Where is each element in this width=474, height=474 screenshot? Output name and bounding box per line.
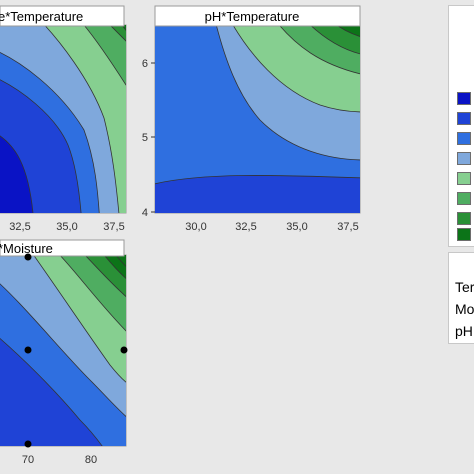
region-a-3	[0, 135, 34, 213]
panel-b-ytick: 6	[142, 58, 148, 70]
panel-c-xtick: 70	[22, 454, 34, 466]
hold-item-temperature: Ter	[455, 279, 474, 295]
panel-c-points	[24, 253, 128, 448]
panel-b-title: pH*Temperature	[205, 9, 300, 24]
panel-ph-temperature: pH*Temperature 6 5 4 30,0 32,5 35,0 37,5	[142, 5, 361, 233]
legend-swatch	[457, 192, 471, 205]
region-b-5	[336, 25, 360, 37]
region-a-6	[109, 25, 126, 42]
panel-b-ytick: 5	[142, 132, 148, 144]
legend-swatch	[457, 112, 471, 125]
contour-regions-b	[155, 25, 360, 213]
legend-swatch	[457, 212, 471, 225]
legend-swatch	[457, 152, 471, 165]
design-point	[24, 253, 32, 261]
legend-swatch	[457, 228, 471, 241]
design-point	[24, 346, 32, 354]
region-c-7	[115, 255, 126, 267]
panel-a-title: e*Temperature	[0, 9, 83, 24]
legend-swatch	[457, 92, 471, 105]
panel-c-xticks: 70 80	[22, 454, 97, 466]
hold-item-ph: pH	[455, 323, 473, 339]
contour-legend	[448, 5, 474, 247]
hold-values-title-fragment	[455, 259, 474, 269]
panel-c-xtick: 80	[85, 454, 97, 466]
legend-swatch	[457, 172, 471, 185]
panel-a-xtick: 37,5	[103, 221, 124, 233]
region-b-6	[155, 175, 360, 213]
design-point	[120, 346, 128, 354]
panel-ph-moisture: *Moisture 70 80	[0, 239, 128, 466]
panel-b-xtick: 32,5	[235, 221, 256, 233]
panel-b-xtick: 35,0	[286, 221, 307, 233]
region-a-4	[43, 25, 126, 213]
panel-b-xtick: 30,0	[185, 221, 206, 233]
design-point	[24, 440, 32, 448]
panel-c-title: *Moisture	[0, 241, 53, 256]
panel-a-xticks: 32,5 35,0 37,5	[9, 221, 124, 233]
panel-b-xtick: 37,5	[337, 221, 358, 233]
region-c-2	[0, 338, 103, 446]
panel-b-xticks: 30,0 32,5 35,0 37,5	[185, 221, 358, 233]
panel-b-ytick: 4	[142, 207, 148, 219]
legend-swatch	[457, 132, 471, 145]
hold-values-box: Ter Mo pH	[448, 252, 474, 344]
contour-regions-a	[0, 25, 126, 213]
panel-moisture-temperature: e*Temperature 32,5 35,0 37,5	[0, 5, 127, 233]
region-a-5	[83, 25, 126, 86]
contour-regions-c	[0, 255, 126, 446]
panel-b-yticks: 6 5 4	[142, 58, 155, 219]
panel-a-xtick: 32,5	[9, 221, 30, 233]
panel-a-xtick: 35,0	[56, 221, 77, 233]
hold-item-moisture: Mo	[455, 301, 474, 317]
